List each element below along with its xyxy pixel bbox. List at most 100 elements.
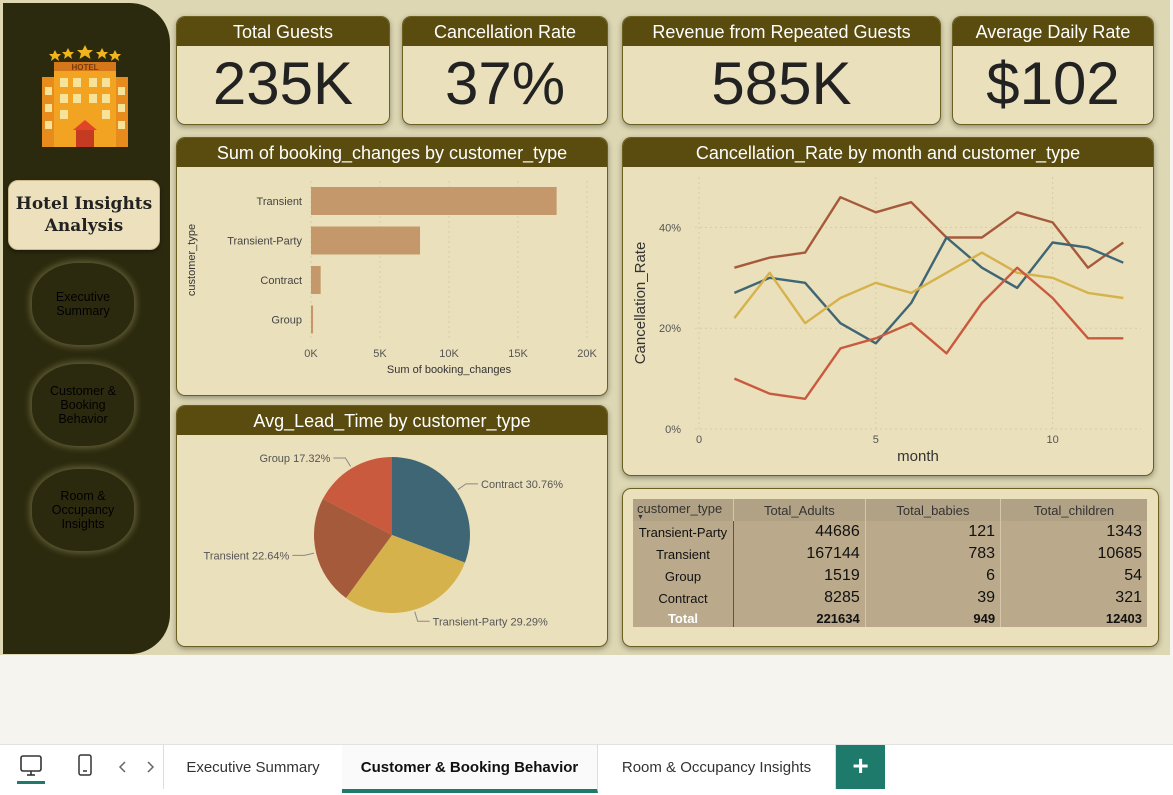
category-label: Transient [257,196,302,208]
pie-chart: Contract 30.76% Transient-Party 29.29% Tra… [204,453,564,628]
y-tick-label: 40% [659,222,681,234]
table-cell: 12403 [1105,610,1142,626]
table-cell: 167144 [733,543,866,565]
kpi-label: Cancellation Rate [403,17,607,46]
bar [311,226,421,255]
y-axis-title: customer_type [186,224,198,296]
matrix-table-card: customer_type ▼ Total_Adults Total_babies… [622,488,1159,647]
kpi-card-average-daily-rate: Average Daily Rate $102 [952,16,1154,125]
chart-title: Sum of booking_changes by customer_type [177,138,607,167]
line-chart-card: Cancellation_Rate by month and customer_… [622,137,1154,476]
pie-leader-line [414,611,430,622]
next-page-icon[interactable] [144,760,156,774]
x-tick-label: 5 [873,434,879,446]
table-cell: 6 [865,565,1002,587]
tab-customer-booking-behavior[interactable]: Customer & Booking Behavior [342,745,598,793]
table-cell: 44686 [733,521,866,543]
category-label: Transient-Party [227,236,302,248]
bar-chart-card: Sum of booking_changes by customer_type … [176,137,608,396]
chart-title: Cancellation_Rate by month and customer_… [623,138,1153,167]
previous-page-icon[interactable] [117,760,129,774]
tab-room-occupancy-insights[interactable]: Room & Occupancy Insights [598,745,836,789]
x-tick-label: 0 [696,434,702,446]
kpi-label: Average Daily Rate [953,17,1153,46]
row-label: Contract [633,587,734,609]
pie-label: Group 17.32% [259,453,330,465]
series-line [734,196,1124,269]
table-cell: 10685 [1097,545,1143,562]
kpi-card-cancellation-rate: Cancellation Rate 37% [402,16,608,125]
table-cell: 949 [865,609,1002,627]
series-line [733,251,1124,325]
table-header-row: customer_type ▼ Total_Adults Total_babies… [633,499,1147,521]
category-label: Group [271,315,302,327]
data-table: customer_type ▼ Total_Adults Total_babies… [633,499,1147,627]
table-cell: 1343 [1106,523,1142,540]
kpi-label: Revenue from Repeated Guests [623,17,940,46]
chart-title: Avg_Lead_Time by customer_type [177,406,607,435]
kpi-label: Total Guests [177,17,389,46]
pie-leader-line [333,457,352,467]
pie-slice [322,457,392,535]
column-header[interactable]: Total_children [1000,499,1147,521]
kpi-value: 585K [711,50,852,117]
star-icon [109,50,121,61]
x-tick-label: 10 [1046,434,1058,446]
hotel-logo: HOTEL [42,45,128,147]
y-tick-label: 20% [659,323,681,335]
sort-down-icon[interactable]: ▼ [637,513,644,521]
column-header[interactable]: Total_babies [865,499,1002,521]
x-axis-title: month [897,448,939,465]
page-tab-bar: Executive Summary Customer & Booking Beh… [0,744,1173,795]
nav-room-occupancy-insights[interactable]: Room & Occupancy Insights [32,469,134,551]
table-cell: 39 [865,587,1002,609]
kpi-value: 235K [212,50,354,117]
bar [311,305,314,334]
pie-slice [392,457,470,563]
table-cell: 221634 [733,609,866,627]
category-label: Contract [260,275,302,287]
nav-customer-booking-behavior[interactable]: Customer & Booking Behavior [32,364,134,446]
pie-leader-line [292,552,315,556]
pie-chart-card: Avg_Lead_Time by customer_type Contract … [176,405,608,647]
bar [311,187,557,215]
report-title: Hotel Insights Analysis [8,180,160,250]
bar [311,266,321,294]
kpi-value: 37% [444,50,566,117]
series-line [733,236,1124,345]
nav-executive-summary[interactable]: Executive Summary [32,263,134,345]
column-header[interactable]: customer_type ▼ [633,499,734,521]
add-page-button[interactable]: + [836,745,885,789]
mobile-view-icon[interactable] [76,753,94,779]
y-axis-title: Cancellation_Rate [632,242,649,365]
x-tick-label: 0K [304,348,318,360]
column-header[interactable]: Total_Adults [733,499,866,521]
table-cell: 783 [865,543,1002,565]
nav-label: Customer & Booking Behavior [50,384,116,426]
star-icon [77,45,93,59]
star-icon [62,48,74,59]
tab-executive-summary[interactable]: Executive Summary [163,745,343,789]
pie-label: Contract 30.76% [481,479,563,491]
star-icon [96,48,108,59]
row-label: Total [633,609,734,627]
table-cell: 8285 [733,587,866,609]
table-cell: 121 [865,521,1002,543]
table-row: Contract 8285 39 321 [633,587,1147,609]
table-cell: 54 [1124,567,1142,584]
desktop-view-icon[interactable] [16,753,46,785]
bar-chart: 0K 5K 10K 15K 20K Transient Transient-Party Con… [186,181,597,376]
x-tick-label: 20K [577,348,597,360]
nav-label: Room & Occupancy Insights [51,489,115,531]
table-row: Transient-Party 44686 121 1343 [633,521,1147,543]
nav-label: Executive Summary [55,290,111,318]
kpi-card-total-guests: Total Guests 235K [176,16,390,125]
y-tick-label: 0% [665,424,681,436]
kpi-card-repeated-guest-revenue: Revenue from Repeated Guests 585K [622,16,941,125]
table-row: Transient 167144 783 10685 [633,543,1147,565]
pie-slice [314,498,392,598]
pie-slice [345,535,465,613]
table-cell: 1519 [733,565,866,587]
table-total-row: Total 221634 949 12403 [633,609,1147,627]
pie-leader-line [457,483,479,490]
